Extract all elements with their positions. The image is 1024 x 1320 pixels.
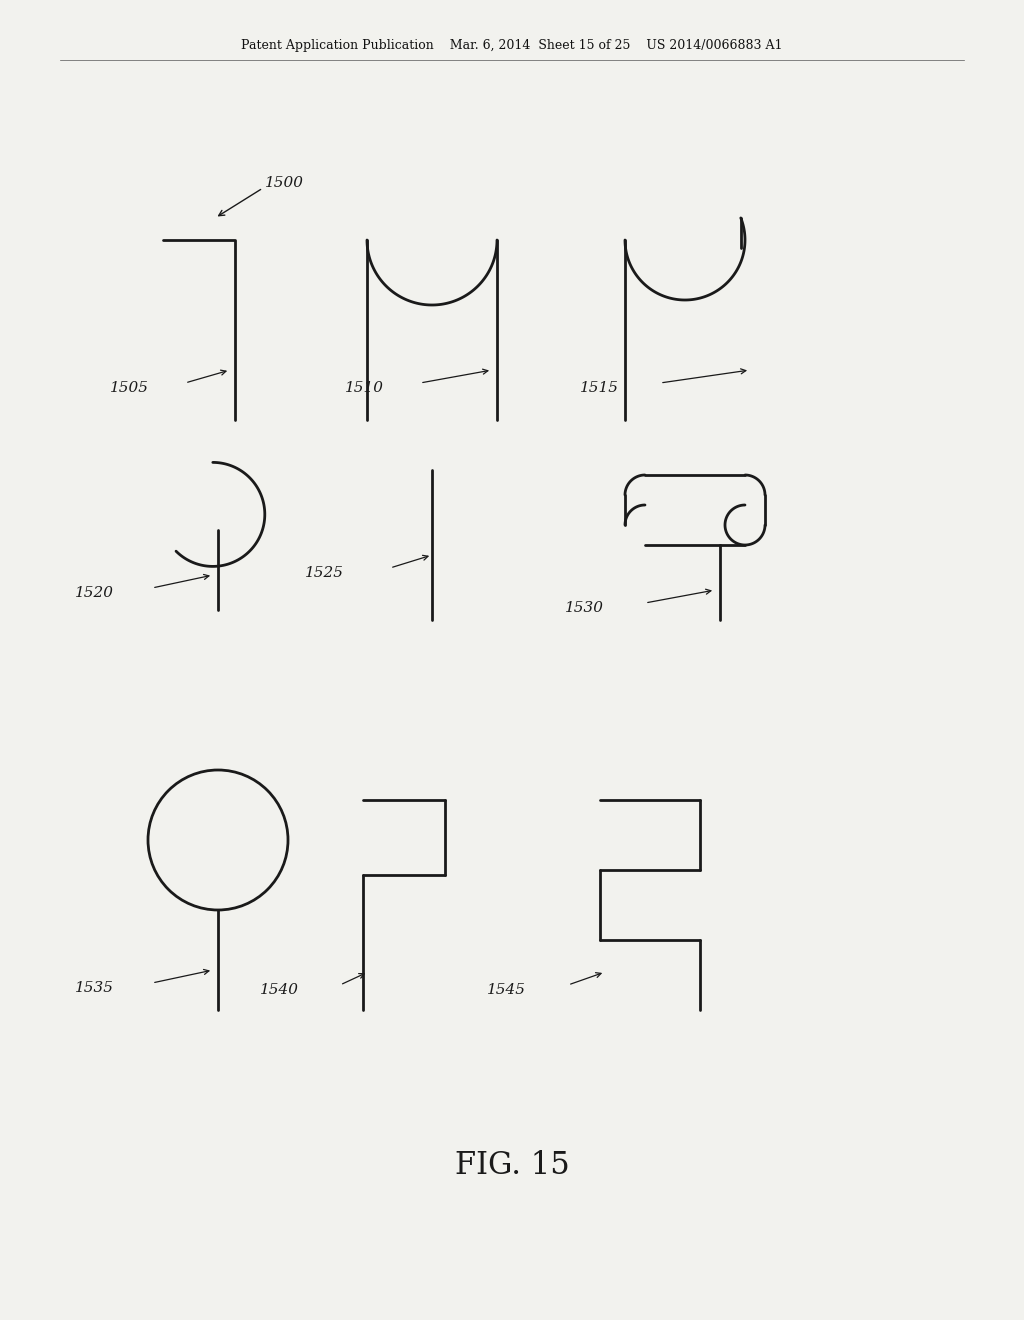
Text: 1525: 1525 [305, 566, 344, 579]
Text: 1535: 1535 [75, 981, 114, 995]
Text: 1520: 1520 [75, 586, 114, 601]
Text: 1515: 1515 [580, 381, 618, 395]
Text: FIG. 15: FIG. 15 [455, 1150, 569, 1180]
Text: 1545: 1545 [487, 983, 526, 997]
Text: 1500: 1500 [265, 176, 304, 190]
Text: 1530: 1530 [565, 601, 604, 615]
Text: Patent Application Publication    Mar. 6, 2014  Sheet 15 of 25    US 2014/006688: Patent Application Publication Mar. 6, 2… [242, 38, 782, 51]
Text: 1505: 1505 [110, 381, 150, 395]
Text: 1510: 1510 [345, 381, 384, 395]
Text: 1540: 1540 [260, 983, 299, 997]
